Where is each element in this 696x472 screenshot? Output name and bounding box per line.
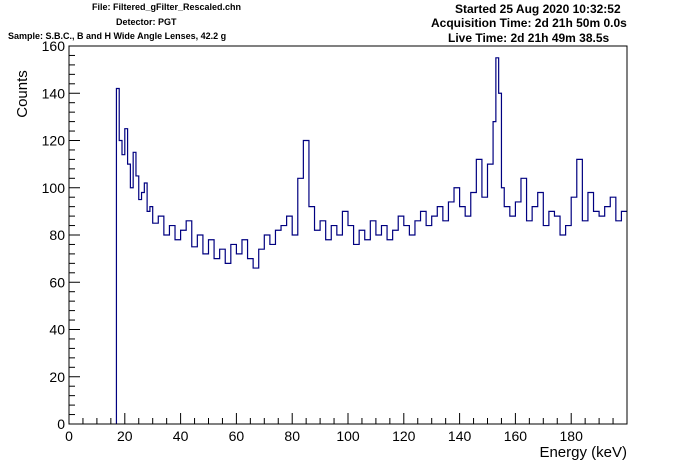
acquisition-time-label: Acquisition Time: 2d 21h 50m 0.0s [431,16,627,30]
y-tick-label: 60 [49,274,65,290]
y-tick-label: 80 [49,227,65,243]
y-axis-label: Counts [14,70,31,118]
x-tick-label: 80 [284,428,300,444]
spectrum-series-line [115,57,627,424]
y-tick-label: 140 [42,85,66,101]
x-tick-label: 40 [173,428,189,444]
y-tick-label: 20 [49,369,65,385]
y-tick-labels: 0 20 40 60 80 100 120 140 160 [42,38,66,432]
sample-label: Sample: S.B.C., B and H Wide Angle Lense… [8,31,227,41]
x-axis-label: Energy (keV) [539,444,627,461]
x-tick-label: 20 [117,428,133,444]
file-label: File: Filtered_gFilter_Rescaled.chn [92,2,242,12]
x-tick-label: 180 [560,428,584,444]
detector-label: Detector: PGT [116,17,177,27]
x-tick-label: 0 [65,428,73,444]
x-tick-label: 160 [504,428,528,444]
live-time-label: Live Time: 2d 21h 49m 38.5s [448,31,610,45]
x-tick-label: 140 [448,428,472,444]
x-tick-labels: 0 20 40 60 80 100 120 140 160 180 [65,428,583,444]
axis-ticks [68,45,628,425]
y-tick-label: 120 [42,133,66,149]
y-tick-label: 160 [42,38,66,54]
y-tick-label: 100 [42,180,66,196]
y-tick-label: 0 [57,416,65,432]
started-label: Started 25 Aug 2020 10:32:52 [455,2,621,16]
x-tick-label: 120 [392,428,416,444]
x-tick-label: 60 [229,428,245,444]
plot-frame [68,45,628,425]
x-tick-label: 100 [336,428,360,444]
y-tick-label: 40 [49,322,65,338]
